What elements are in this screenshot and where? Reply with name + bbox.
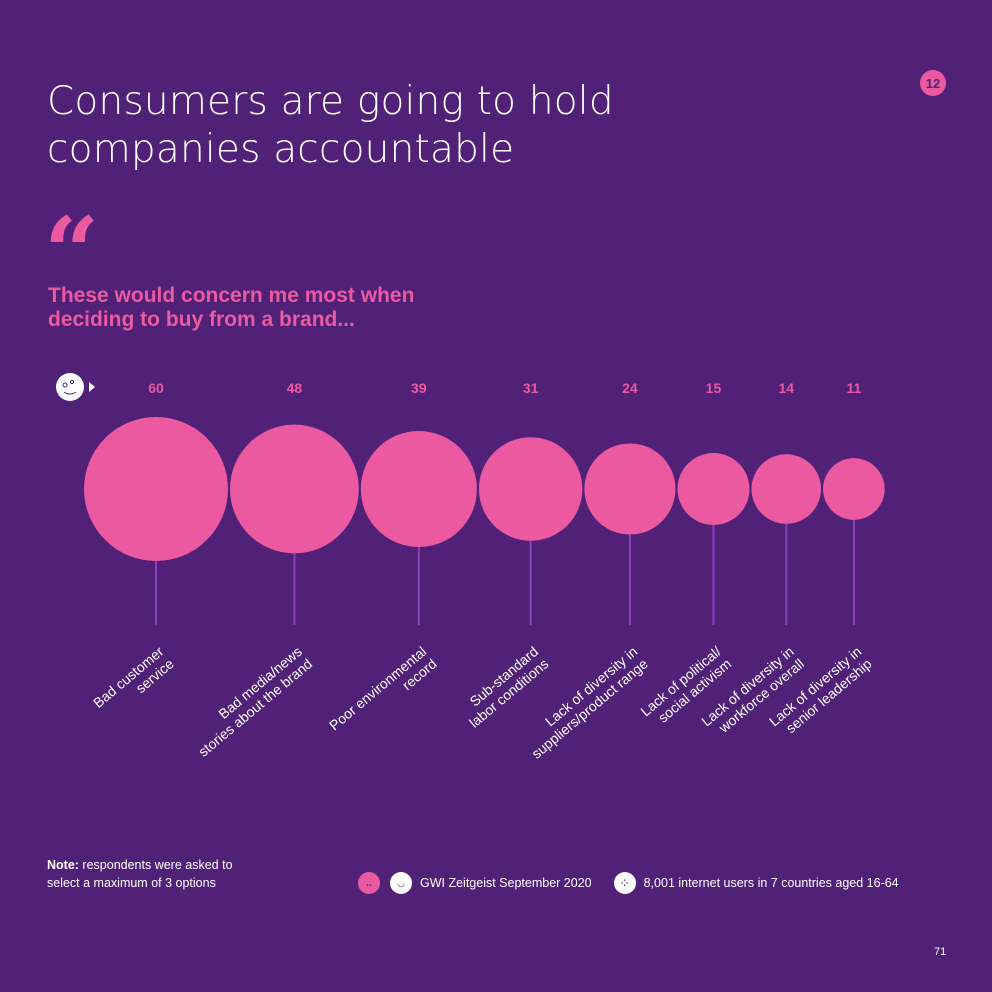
note: Note: respondents were asked to select a… (47, 856, 233, 892)
bubble (584, 443, 676, 535)
subtitle-line-1: These would concern me most when (48, 284, 415, 307)
value-label: 39 (411, 380, 427, 396)
chart-subtitle: These would concern me most when decidin… (48, 284, 414, 332)
bubble (751, 454, 822, 524)
value-label: 11 (846, 380, 861, 396)
respondent-icon (56, 373, 95, 401)
page-number: 71 (934, 946, 947, 958)
source-text: GWI Zeitgeist September 2020 (420, 876, 592, 890)
value-label: 24 (622, 380, 638, 396)
people-icon: ⁘ (613, 872, 636, 894)
note-label: Note: (47, 858, 79, 872)
sample-text: 8,001 internet users in 7 countries aged… (643, 876, 899, 890)
title-line-1: Consumers are going to hold (47, 79, 614, 124)
bubble (229, 424, 359, 554)
bubble (677, 453, 750, 525)
value-label: 15 (706, 380, 722, 396)
bubble (360, 430, 477, 548)
value-label: 14 (778, 380, 794, 396)
title-line-2: companies accountable (47, 127, 515, 172)
category-label-line: stories about the brand (195, 655, 315, 759)
bubble (84, 417, 228, 561)
subtitle-line-2: deciding to buy from a brand... (48, 308, 355, 331)
legend: ‥ ◡ GWI Zeitgeist September 2020 ⁘ 8,001… (358, 872, 899, 894)
note-text-line-1: respondents were asked to (78, 858, 233, 872)
value-label: 60 (148, 380, 164, 396)
value-label: 48 (287, 380, 303, 396)
quote-mark-icon: “ (44, 196, 100, 309)
bubble (478, 437, 583, 541)
page-title: Consumers are going to hold companies ac… (47, 78, 614, 174)
bubble (823, 458, 885, 520)
note-text-line-2: select a maximum of 3 options (47, 876, 216, 890)
page-badge: 12 (920, 70, 946, 96)
pink-face-icon: ‥ (358, 872, 380, 894)
value-label: 31 (523, 380, 539, 396)
white-face-icon: ◡ (390, 872, 412, 894)
